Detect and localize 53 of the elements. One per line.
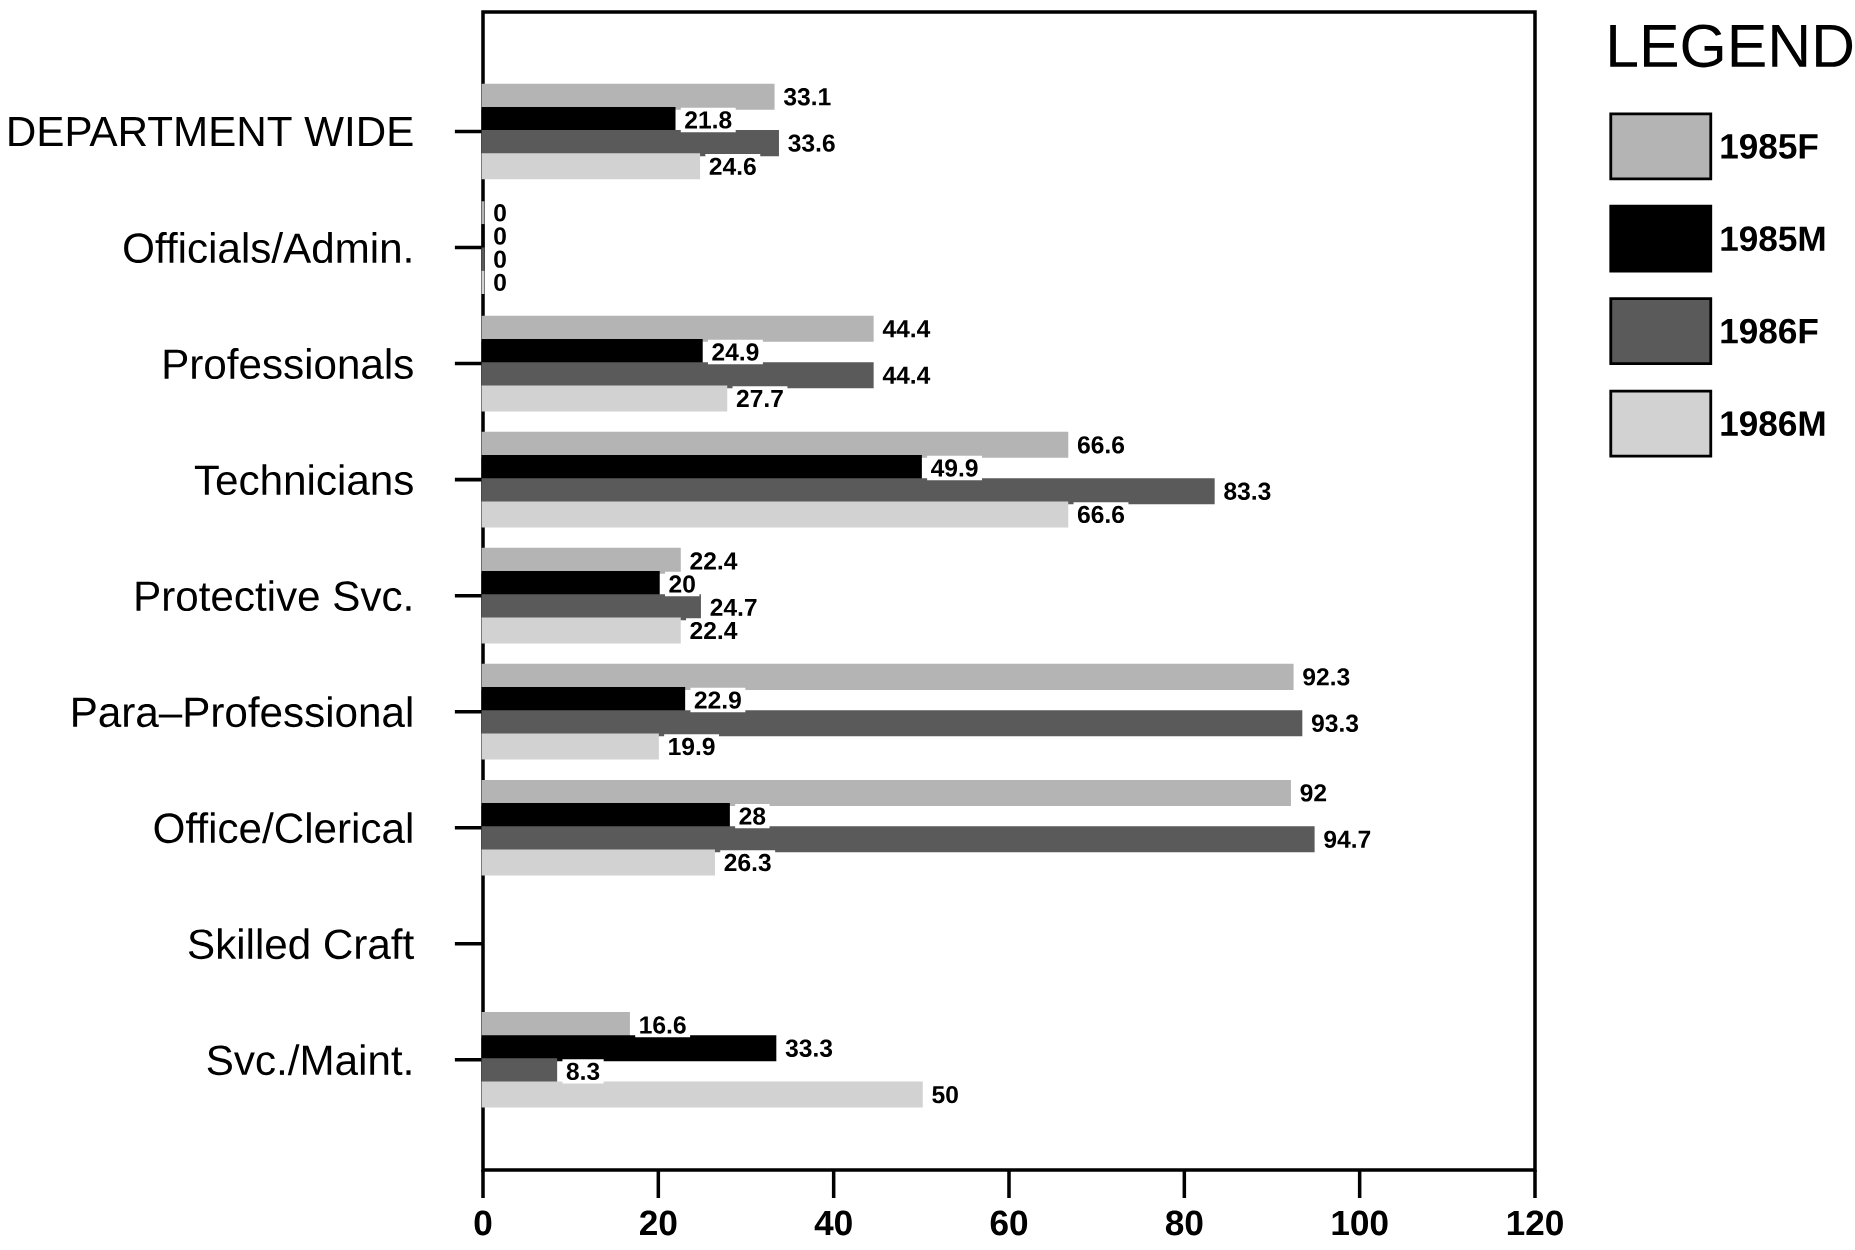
data-label: 0 [494,204,506,222]
legend-title: LEGEND [1610,24,1853,68]
legend-label: 1986F [1721,318,1818,344]
data-label: 24.6 [709,157,756,176]
data-label: 33.3 [785,1039,833,1057]
data-label: 66.6 [1077,436,1125,454]
y-tick-label: Office/Clerical [154,812,412,844]
data-label: 50 [932,1085,958,1104]
data-label: 33.6 [788,134,835,152]
data-label: 20 [669,575,695,593]
data-label: 24.7 [710,598,757,616]
y-tick-label: Svc./Maint. [207,1044,411,1076]
data-label: 28 [739,807,766,825]
data-label: 0 [494,273,506,292]
data-label: 92.3 [1303,668,1350,686]
data-label: 0 [494,227,506,245]
legend-label: 1985F [1721,133,1818,159]
data-label: 8.3 [566,1062,600,1081]
x-tick-label: 60 [990,1210,1028,1236]
data-label: 0 [494,250,506,268]
data-label: 24.9 [712,343,759,361]
y-tick-label: Officials/Admin. [124,232,411,264]
data-label: 44.4 [882,320,931,338]
y-tick-label: Technicians [194,464,413,496]
x-tick-label: 80 [1165,1210,1203,1236]
x-tick-label: 40 [814,1210,852,1236]
data-label: 21.8 [685,111,732,129]
x-tick-label: 0 [474,1210,492,1236]
y-tick-label: DEPARTMENT WIDE [9,117,413,147]
data-label: 94.7 [1324,830,1371,848]
data-label: 44.4 [882,366,931,384]
data-label: 27.7 [736,389,783,407]
data-label: 92 [1300,784,1327,802]
data-label: 19.9 [669,737,715,756]
data-label: 26.3 [724,853,771,872]
legend-label: 1985M [1721,226,1825,252]
x-tick-label: 100 [1332,1210,1388,1236]
y-tick-label: Professionals [164,348,413,380]
legend-label: 1986M [1721,411,1825,436]
data-label: 49.9 [931,459,978,477]
data-label: 33.1 [783,88,831,106]
data-label: 22.4 [690,552,738,570]
data-label: 22.4 [690,621,738,640]
y-tick-label: Protective Svc. [136,580,411,612]
data-label: 93.3 [1311,714,1359,733]
x-tick-label: 120 [1507,1210,1563,1236]
y-tick-label: Para–Professional [73,696,412,728]
data-label: 66.6 [1077,505,1125,524]
x-tick-label: 20 [640,1210,677,1236]
y-tick-label: Skilled Craft [188,928,414,960]
data-label: 22.9 [694,691,741,709]
data-label: 83.3 [1224,482,1271,500]
data-label: 16.6 [640,1016,686,1034]
